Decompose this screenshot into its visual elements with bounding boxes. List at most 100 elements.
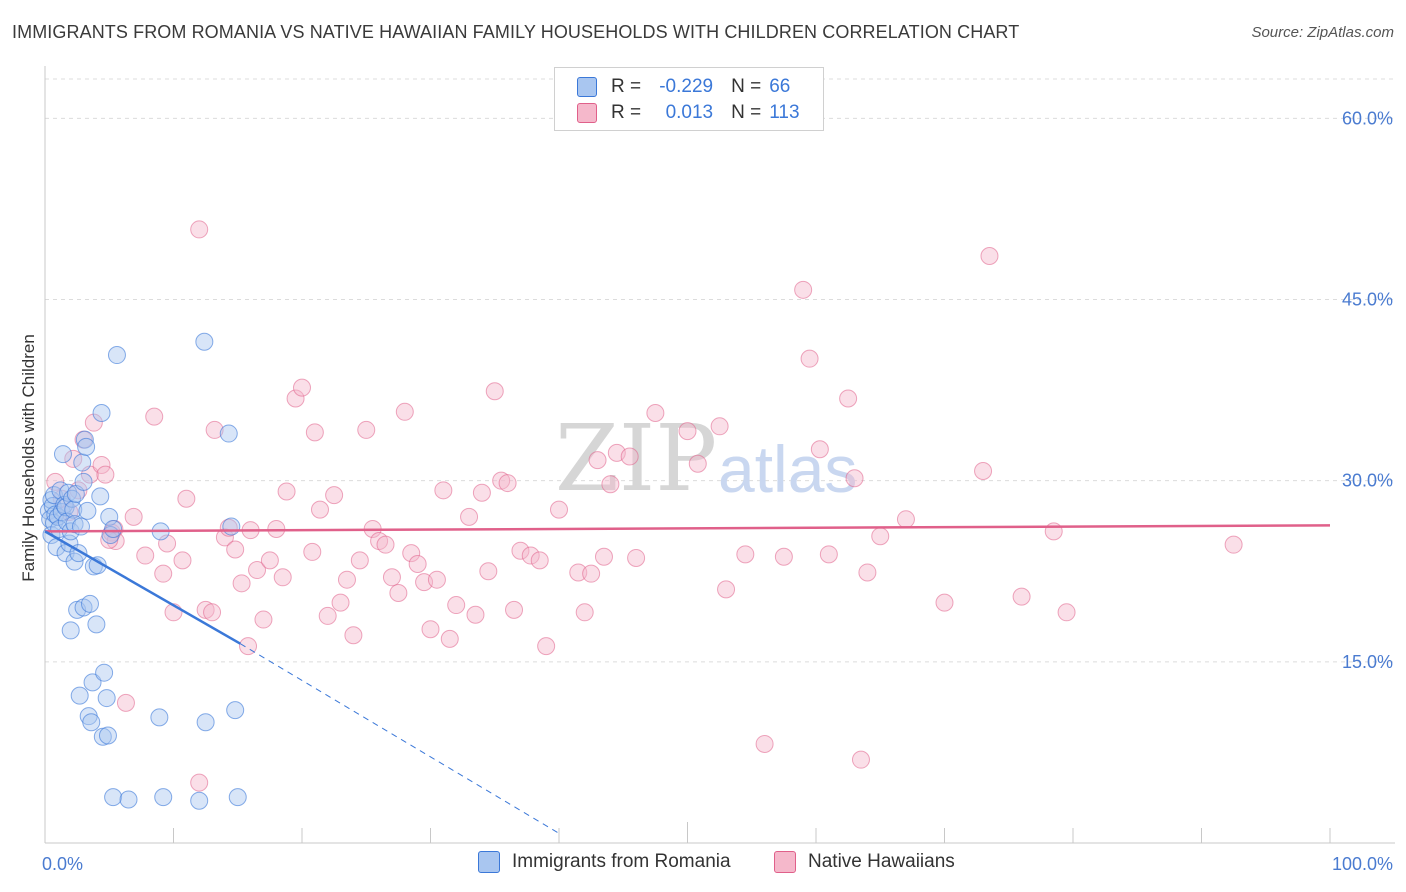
romania-point <box>82 713 101 732</box>
romania-point <box>97 689 116 708</box>
hawaiian-point <box>286 389 305 408</box>
hawaiian-point <box>124 507 143 526</box>
hawaiian-point <box>350 551 369 570</box>
romania-swatch <box>478 851 500 873</box>
romania-point <box>107 346 126 365</box>
hawaiian-point <box>810 440 829 459</box>
hawaiian-point <box>627 548 646 567</box>
chart-title: IMMIGRANTS FROM ROMANIA VS NATIVE HAWAII… <box>12 22 1020 42</box>
hawaiian-point <box>460 507 479 526</box>
hawaiian-point <box>479 562 498 581</box>
trend-lines <box>44 524 1331 834</box>
legend-item-hawaiians[interactable]: Native Hawaiians <box>774 851 955 873</box>
hawaiians-trend-line <box>44 524 1331 533</box>
y-axis-label: Family Households with Children <box>19 334 38 582</box>
legend-item-romania[interactable]: Immigrants from Romania <box>478 851 731 873</box>
hawaiian-point <box>46 472 65 491</box>
correlation-legend: R = -0.229 N = 66 R = 0.013 N = 113 <box>554 67 824 131</box>
hawaiian-point <box>440 629 459 648</box>
hawaiian-point <box>588 451 607 470</box>
hawaiian-point <box>530 551 549 570</box>
hawaiians-swatch <box>577 103 597 123</box>
x-tick-label: 100.0% <box>1332 854 1393 874</box>
hawaiian-point <box>1224 535 1243 554</box>
romania-point <box>70 686 89 705</box>
romania-point <box>83 673 102 692</box>
romania-point <box>71 517 90 536</box>
hawaiian-point <box>344 626 363 645</box>
hawaiian-point <box>1012 587 1031 606</box>
hawaiian-point <box>203 603 222 622</box>
hawaiian-point <box>472 483 491 502</box>
romania-point <box>222 517 241 536</box>
romania-point <box>92 404 111 423</box>
hawaiian-point <box>190 220 209 239</box>
romania-point <box>95 663 114 682</box>
hawaiian-point <box>215 528 234 547</box>
hawaiian-point <box>277 482 296 501</box>
romania-point <box>228 788 247 807</box>
n-value: 113 <box>769 102 800 123</box>
hawaiian-point <box>537 637 556 656</box>
hawaiian-point <box>511 541 530 560</box>
y-tick-label: 45.0% <box>1342 289 1393 309</box>
hawaiian-point <box>646 404 665 423</box>
romania-point <box>219 424 238 443</box>
n-label: N = <box>731 76 762 97</box>
hawaiian-point <box>521 546 540 565</box>
hawaiian-point <box>382 568 401 587</box>
hawaiian-point <box>92 455 111 474</box>
x-tick-label: 0.0% <box>42 854 83 874</box>
hawaiian-point <box>325 486 344 505</box>
hawaiian-point <box>498 474 517 493</box>
romania-point <box>226 701 245 720</box>
hawaiian-point <box>357 420 376 439</box>
hawaiian-point <box>402 544 421 563</box>
x-tick-labels: 0.0% 100.0% <box>42 854 1393 874</box>
hawaiian-point <box>505 600 524 619</box>
n-label: N = <box>731 102 762 123</box>
legend-row-romania: R = -0.229 N = 66 <box>577 75 790 99</box>
hawaiian-point <box>896 510 915 529</box>
hawaiian-point <box>408 554 427 573</box>
hawaiian-point <box>106 532 125 551</box>
hawaiian-point <box>569 563 588 582</box>
hawaiian-point <box>575 603 594 622</box>
r-value: -0.229 <box>659 76 714 97</box>
hawaiian-point <box>267 519 286 538</box>
hawaiian-point <box>64 449 83 468</box>
native-hawaiians-points <box>46 220 1243 792</box>
hawaiian-point <box>794 280 813 299</box>
hawaiian-point <box>620 447 639 466</box>
hawaiian-point <box>466 605 485 624</box>
hawaiian-point <box>395 402 414 421</box>
hawaiian-point <box>260 551 279 570</box>
hawaiian-point <box>173 551 192 570</box>
hawaiian-point <box>1057 603 1076 622</box>
romania-point <box>73 453 92 472</box>
hawaiian-point <box>582 564 601 583</box>
hawaiian-point <box>858 563 877 582</box>
r-label: R = <box>611 76 642 97</box>
hawaiian-point <box>819 545 838 564</box>
romania-point <box>119 790 138 809</box>
legend-label-hawaiians: Native Hawaiians <box>808 851 955 872</box>
watermark-atlas: atlas <box>718 432 857 506</box>
source-label: Source: ZipAtlas.com <box>1251 24 1394 41</box>
r-value: 0.013 <box>665 102 714 123</box>
hawaiian-point <box>974 461 993 480</box>
hawaiian-point <box>845 469 864 488</box>
r-label: R = <box>611 102 642 123</box>
hawaiian-point <box>736 545 755 564</box>
romania-point <box>91 487 110 506</box>
hawaiian-point <box>871 527 890 546</box>
hawaiian-point <box>774 547 793 566</box>
romania-point <box>196 713 215 732</box>
hawaiian-point <box>116 693 135 712</box>
hawaiian-point <box>755 734 774 753</box>
romania-swatch <box>577 77 597 97</box>
romania-point <box>104 788 123 807</box>
hawaiian-point <box>232 574 251 593</box>
romania-point <box>98 726 117 745</box>
